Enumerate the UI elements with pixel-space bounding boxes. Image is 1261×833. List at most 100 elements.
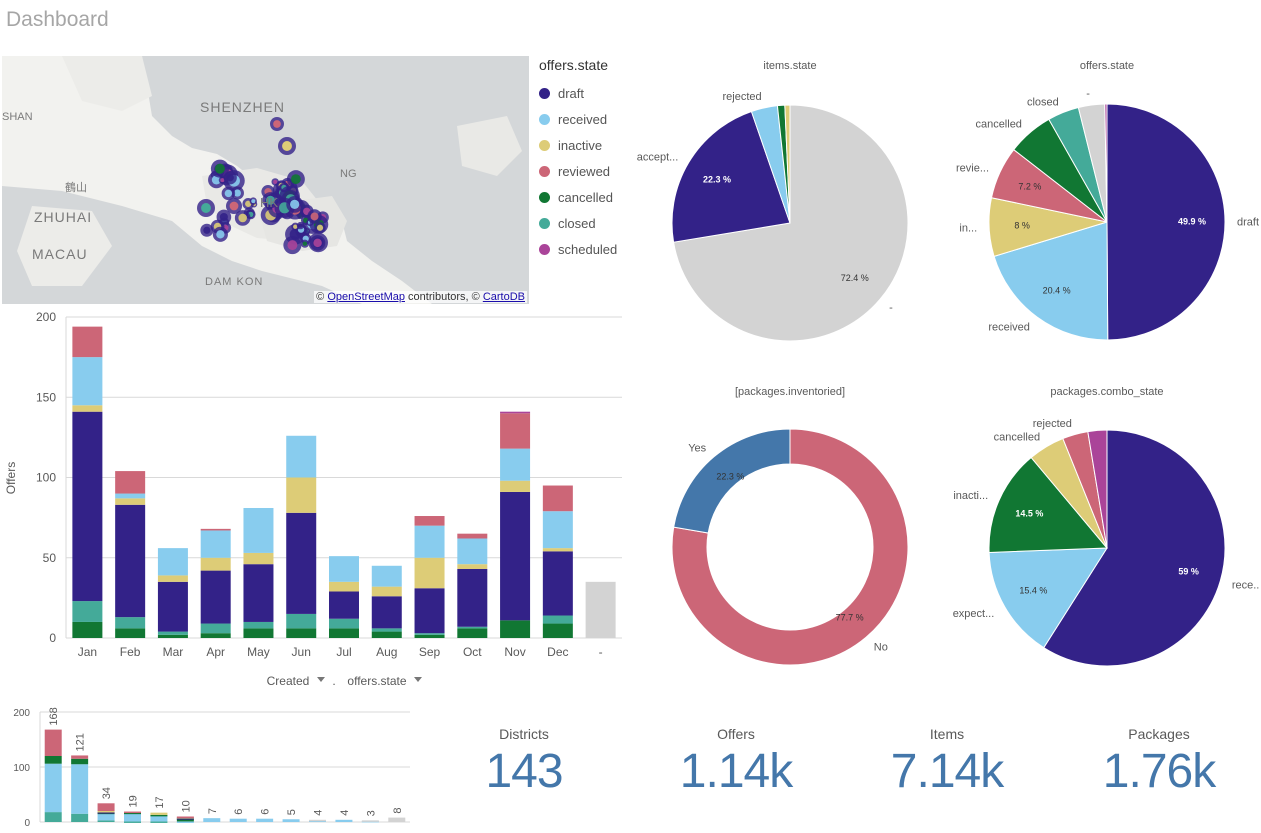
pie-slice[interactable] (784, 104, 791, 224)
cartodb-link[interactable]: CartoDB (482, 291, 525, 303)
bar-segment-cancelled[interactable] (71, 758, 89, 765)
bar-segment-null[interactable] (585, 581, 616, 638)
bar-segment-reviewed[interactable] (115, 471, 146, 494)
bar-segment-received[interactable] (457, 538, 488, 565)
bar-segment-reviewed[interactable] (44, 729, 62, 756)
legend-item-draft[interactable]: draft (539, 80, 639, 106)
bar-segment-null[interactable] (361, 820, 379, 822)
bar-segment-received[interactable] (335, 819, 353, 822)
map-view[interactable]: SHENZHEN ZHUHAI MACAU DAM KON SHAN NG HK… (2, 56, 529, 304)
bar-segment-received[interactable] (500, 448, 531, 481)
bar-segment-received[interactable] (176, 821, 194, 823)
bar-segment-closed[interactable] (44, 812, 62, 822)
bar-segment-closed[interactable] (243, 621, 274, 629)
bar-segment-draft[interactable] (243, 564, 274, 622)
bar-segment-closed[interactable] (457, 626, 488, 629)
bar-segment-received[interactable] (71, 764, 89, 814)
packages-combo-state-pie[interactable]: packages.combo_state 59 % rece... 15.4 % exp… (950, 378, 1260, 668)
bar-segment-cancelled[interactable] (286, 628, 317, 638)
bar-segment-cancelled[interactable] (150, 814, 168, 817)
bar-segment-inactive[interactable] (371, 586, 402, 597)
bar-segment-null[interactable] (388, 817, 406, 822)
bar-segment-received[interactable] (44, 763, 62, 813)
bar-segment-inactive[interactable] (72, 405, 103, 412)
bar-segment-cancelled[interactable] (44, 756, 62, 764)
bar-segment-cancelled[interactable] (457, 628, 488, 638)
bar-segment-draft[interactable] (500, 491, 531, 621)
bar-segment-closed[interactable] (414, 633, 445, 635)
bar-segment-draft[interactable] (457, 568, 488, 627)
bar-segment-reviewed[interactable] (500, 413, 531, 449)
bar-segment-draft[interactable] (414, 588, 445, 634)
bar-segment-closed[interactable] (371, 628, 402, 632)
bar-segment-reviewed[interactable] (200, 528, 231, 531)
items-state-pie[interactable]: items.state 72.4 % - 22.3 % accept... rejecte… (635, 52, 945, 342)
bar-segment-inactive[interactable] (286, 477, 317, 513)
pie-slice[interactable] (1104, 103, 1108, 223)
bar-segment-closed[interactable] (542, 615, 573, 624)
dimension-selector-state[interactable]: offers.state (347, 674, 406, 688)
legend-item-closed[interactable]: closed (539, 210, 639, 236)
bar-segment-closed[interactable] (157, 631, 188, 635)
bar-segment-closed[interactable] (71, 813, 89, 822)
bar-segment-cancelled[interactable] (542, 623, 573, 638)
bar-segment-closed[interactable] (329, 618, 359, 629)
bar-segment-draft[interactable] (176, 818, 194, 820)
bar-segment-null[interactable] (309, 819, 326, 822)
bar-segment-inactive[interactable] (457, 564, 488, 569)
bar-segment-reviewed[interactable] (124, 811, 141, 814)
bar-segment-cancelled[interactable] (200, 633, 231, 638)
pie-slice[interactable] (1043, 429, 1226, 667)
bar-segment-closed[interactable] (124, 821, 141, 823)
bar-segment-reviewed[interactable] (542, 485, 573, 512)
bar-segment-inactive[interactable] (150, 812, 168, 815)
bar-segment-cancelled[interactable] (371, 631, 402, 638)
bar-segment-reviewed[interactable] (72, 326, 103, 358)
bar-segment-reviewed[interactable] (414, 516, 445, 526)
map-canvas[interactable]: SHENZHEN ZHUHAI MACAU DAM KON SHAN NG HK… (2, 56, 529, 304)
offers-state-pie[interactable]: offers.state 49.9 % draft 20.4 % received 8 %… (950, 52, 1260, 342)
bar-segment-closed[interactable] (286, 613, 317, 629)
bar-segment-closed[interactable] (72, 601, 103, 622)
bar-segment-inactive[interactable] (243, 552, 274, 565)
pie-slice[interactable] (988, 547, 1108, 649)
bar-segment-received[interactable] (150, 815, 168, 822)
legend-item-reviewed[interactable]: reviewed (539, 158, 639, 184)
legend-item-inactive[interactable]: inactive (539, 132, 639, 158)
bar-segment-inactive[interactable] (97, 811, 115, 813)
bar-segment-cancelled[interactable] (329, 628, 359, 638)
packages-inventoried-donut[interactable]: [packages.inventoried] 77.7 % No 22.3 % Yes (635, 378, 945, 668)
pie-slice[interactable] (671, 110, 791, 243)
bar-segment-received[interactable] (203, 818, 221, 822)
bar-segment-cancelled[interactable] (414, 634, 445, 638)
small-stacked-bar-chart[interactable]: 0 100 200 168 121 34 19 17 10 7 6 6 5 4 4 3 8 (0, 702, 415, 830)
bar-segment-draft[interactable] (157, 581, 188, 632)
legend-item-cancelled[interactable]: cancelled (539, 184, 639, 210)
pie-slice[interactable] (671, 428, 909, 666)
bar-segment-reviewed[interactable] (97, 803, 115, 811)
bar-segment-cancelled[interactable] (124, 812, 141, 815)
bar-segment-received[interactable] (229, 818, 247, 822)
bar-segment-cancelled[interactable] (115, 628, 146, 638)
bar-segment-reviewed[interactable] (176, 816, 194, 819)
bar-segment-inactive[interactable] (542, 548, 573, 552)
bar-segment-cancelled[interactable] (500, 620, 531, 638)
legend-item-scheduled[interactable]: scheduled (539, 236, 639, 262)
bar-segment-received[interactable] (157, 548, 188, 576)
legend-item-received[interactable]: received (539, 106, 639, 132)
bar-segment-draft[interactable] (200, 570, 231, 624)
bar-segment-cancelled[interactable] (243, 628, 274, 638)
bar-segment-received[interactable] (414, 525, 445, 558)
bar-segment-received[interactable] (371, 565, 402, 587)
bar-segment-draft[interactable] (286, 512, 317, 614)
bar-segment-received[interactable] (329, 556, 359, 582)
bar-segment-inactive[interactable] (500, 480, 531, 492)
bar-segment-inactive[interactable] (329, 581, 359, 592)
bar-segment-received[interactable] (72, 357, 103, 406)
bar-segment-cancelled[interactable] (72, 621, 103, 638)
dimension-selector-created[interactable]: Created (267, 674, 310, 688)
bar-segment-received[interactable] (256, 818, 274, 822)
bar-segment-scheduled[interactable] (500, 411, 531, 414)
bar-segment-inactive[interactable] (200, 557, 231, 571)
bar-segment-closed[interactable] (115, 617, 146, 629)
